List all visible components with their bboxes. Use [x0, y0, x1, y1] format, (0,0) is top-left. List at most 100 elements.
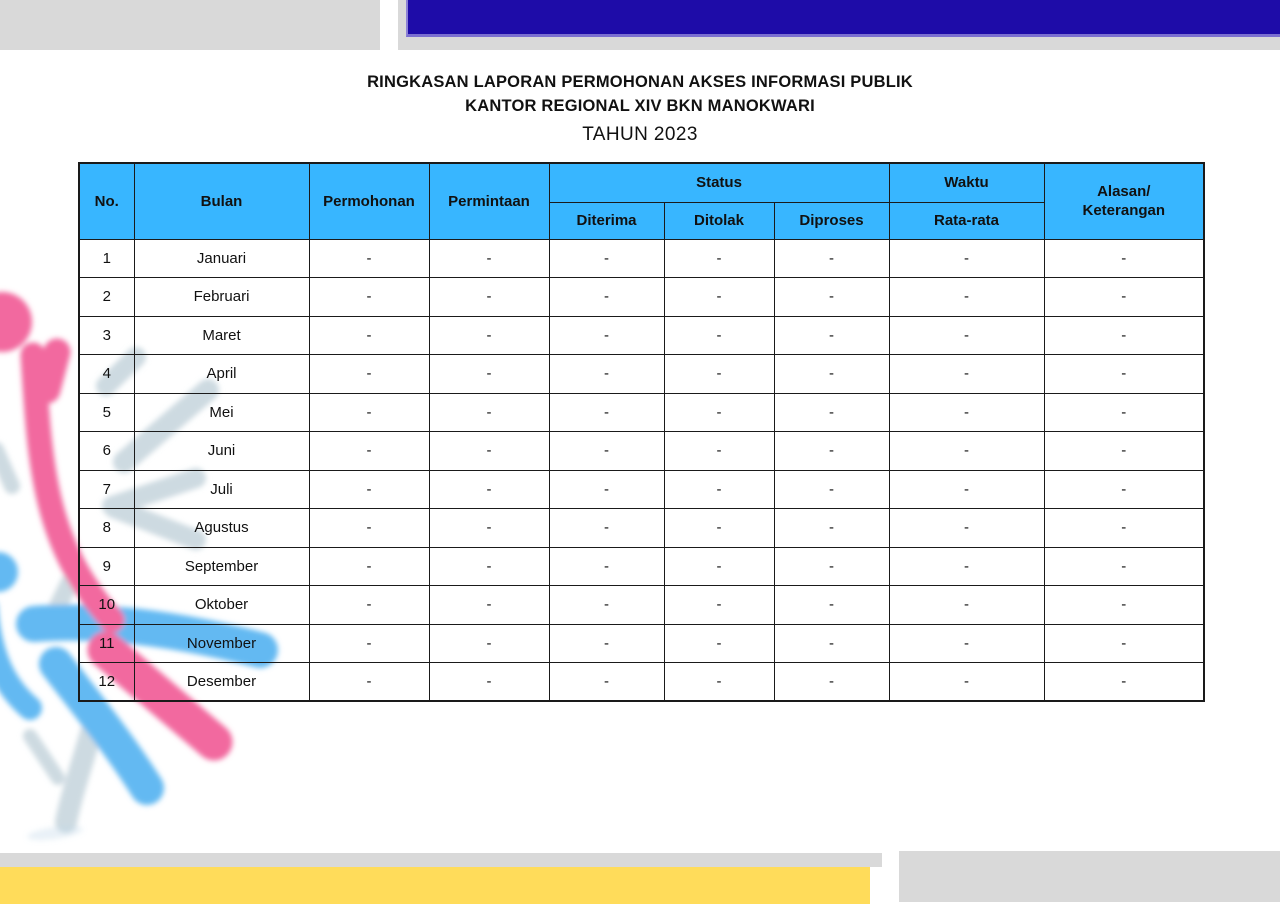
table-row: 3 Maret - - - - - - - [78, 315, 1205, 355]
top-gray-bar-left [0, 0, 380, 50]
cell-ditolak: - [663, 508, 775, 548]
cell-bulan: Maret [133, 315, 310, 355]
cell-ditolak: - [663, 469, 775, 509]
pink-bar [33, 338, 71, 404]
cell-rata-rata: - [888, 354, 1045, 394]
cell-diproses: - [773, 469, 890, 509]
column-header-diproses: Diproses [773, 201, 890, 240]
cell-permintaan: - [428, 585, 550, 625]
pale-blue-smudge [27, 825, 83, 841]
cell-bulan: Juli [133, 469, 310, 509]
top-blue-banner [406, 0, 1280, 37]
cell-rata-rata: - [888, 546, 1045, 586]
cell-permintaan: - [428, 238, 550, 278]
column-header-diterima: Diterima [548, 201, 665, 240]
cell-no: 5 [78, 392, 135, 432]
cell-ditolak: - [663, 623, 775, 663]
blue-circle [0, 552, 18, 592]
table-row: 7 Juli - - - - - - - [78, 469, 1205, 509]
column-header-permintaan: Permintaan [428, 162, 550, 240]
cell-alasan: - [1043, 392, 1205, 432]
cell-permintaan: - [428, 431, 550, 471]
cell-rata-rata: - [888, 277, 1045, 317]
column-header-alasan-keterangan: Alasan/ Keterangan [1043, 162, 1205, 240]
cell-permintaan: - [428, 392, 550, 432]
cell-diproses: - [773, 238, 890, 278]
bottom-yellow-bar [0, 867, 870, 904]
pink-circle [0, 292, 32, 352]
cell-ditolak: - [663, 431, 775, 471]
cell-permohonan: - [308, 508, 430, 548]
cell-permintaan: - [428, 354, 550, 394]
cell-no: 4 [78, 354, 135, 394]
cell-bulan: Oktober [133, 585, 310, 625]
cell-alasan: - [1043, 469, 1205, 509]
cell-diterima: - [548, 508, 665, 548]
cell-alasan: - [1043, 238, 1205, 278]
cell-alasan: - [1043, 508, 1205, 548]
cell-rata-rata: - [888, 238, 1045, 278]
cell-diterima: - [548, 354, 665, 394]
cell-permintaan: - [428, 508, 550, 548]
cell-rata-rata: - [888, 585, 1045, 625]
cell-rata-rata: - [888, 392, 1045, 432]
cell-permintaan: - [428, 546, 550, 586]
cell-diterima: - [548, 546, 665, 586]
cell-diterima: - [548, 392, 665, 432]
cell-bulan: Februari [133, 277, 310, 317]
cell-bulan: Desember [133, 662, 310, 702]
table-row: 1 Januari - - - - - - - [78, 238, 1205, 278]
cell-diterima: - [548, 623, 665, 663]
table-row: 10 Oktober - - - - - - - [78, 585, 1205, 625]
cell-no: 10 [78, 585, 135, 625]
blue-edge-stroke [0, 623, 42, 720]
cell-diproses: - [773, 508, 890, 548]
cell-permintaan: - [428, 469, 550, 509]
cell-alasan: - [1043, 546, 1205, 586]
cell-bulan: April [133, 354, 310, 394]
column-header-ditolak: Ditolak [663, 201, 775, 240]
cell-diproses: - [773, 431, 890, 471]
cell-permohonan: - [308, 277, 430, 317]
cell-alasan: - [1043, 431, 1205, 471]
cell-alasan: - [1043, 662, 1205, 702]
cell-rata-rata: - [888, 662, 1045, 702]
cell-no: 12 [78, 662, 135, 702]
cell-diproses: - [773, 546, 890, 586]
cell-alasan: - [1043, 585, 1205, 625]
cell-diproses: - [773, 662, 890, 702]
cell-permintaan: - [428, 662, 550, 702]
cell-bulan: Mei [133, 392, 310, 432]
table-row: 11 November - - - - - - - [78, 623, 1205, 663]
cell-permohonan: - [308, 238, 430, 278]
cell-bulan: Juni [133, 431, 310, 471]
cell-alasan: - [1043, 315, 1205, 355]
cell-diterima: - [548, 431, 665, 471]
alasan-label-line1: Alasan/ [1097, 183, 1151, 201]
cell-permohonan: - [308, 623, 430, 663]
bottom-gray-bar-right [899, 851, 1280, 902]
alasan-label-line2: Keterangan [1082, 202, 1166, 220]
cell-bulan: Januari [133, 238, 310, 278]
cell-ditolak: - [663, 585, 775, 625]
cell-alasan: - [1043, 354, 1205, 394]
cell-ditolak: - [663, 315, 775, 355]
table-row: 9 September - - - - - - - [78, 546, 1205, 586]
cell-no: 1 [78, 238, 135, 278]
cell-diterima: - [548, 277, 665, 317]
column-header-permohonan: Permohonan [308, 162, 430, 240]
cell-diproses: - [773, 623, 890, 663]
report-title-block: RINGKASAN LAPORAN PERMOHONAN AKSES INFOR… [0, 70, 1280, 148]
cell-ditolak: - [663, 392, 775, 432]
cell-rata-rata: - [888, 623, 1045, 663]
cell-bulan: Agustus [133, 508, 310, 548]
cell-permohonan: - [308, 469, 430, 509]
cell-diproses: - [773, 392, 890, 432]
cell-rata-rata: - [888, 469, 1045, 509]
cell-no: 7 [78, 469, 135, 509]
cell-permohonan: - [308, 546, 430, 586]
cell-no: 11 [78, 623, 135, 663]
cell-diterima: - [548, 315, 665, 355]
cell-permintaan: - [428, 315, 550, 355]
cell-diterima: - [548, 585, 665, 625]
